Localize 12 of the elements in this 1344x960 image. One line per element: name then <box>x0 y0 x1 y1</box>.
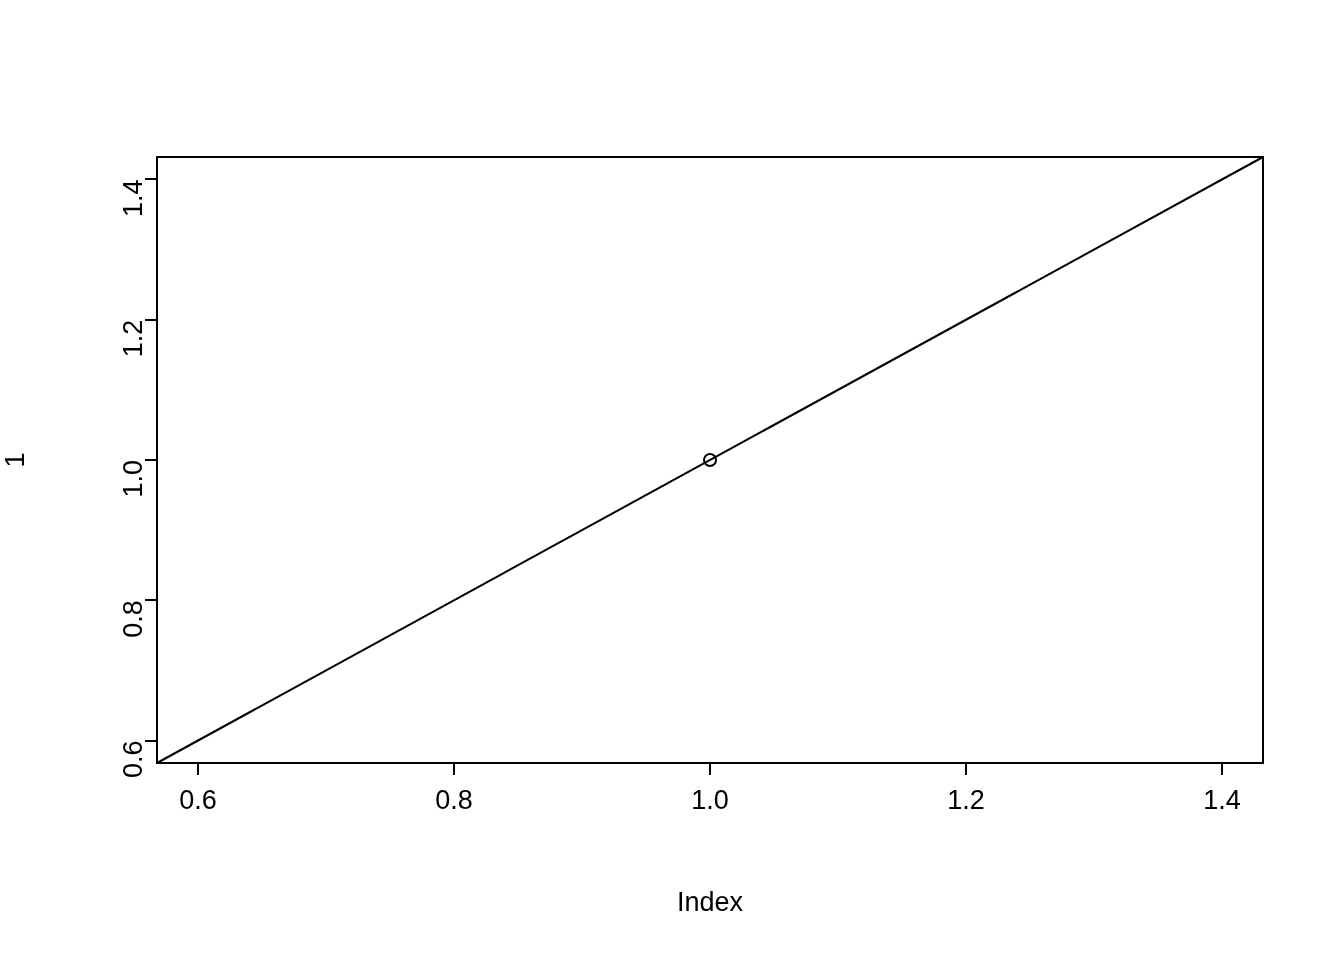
x-axis-title: Index <box>676 887 744 918</box>
x-tick-label: 1.2 <box>947 784 985 815</box>
y-tick-label: 1.4 <box>118 179 149 217</box>
y-tick-label: 0.8 <box>118 600 149 638</box>
y-tick-label: 1.0 <box>118 460 149 498</box>
x-tick-label: 1.0 <box>691 784 729 815</box>
x-tick-label: 0.8 <box>435 784 473 815</box>
x-tick-label: 0.6 <box>179 784 217 815</box>
y-axis-title: 1 <box>0 452 30 468</box>
x-tick-label: 1.4 <box>1203 784 1241 815</box>
y-tick-label: 1.2 <box>118 319 149 358</box>
y-tick-label: 0.6 <box>118 740 149 779</box>
